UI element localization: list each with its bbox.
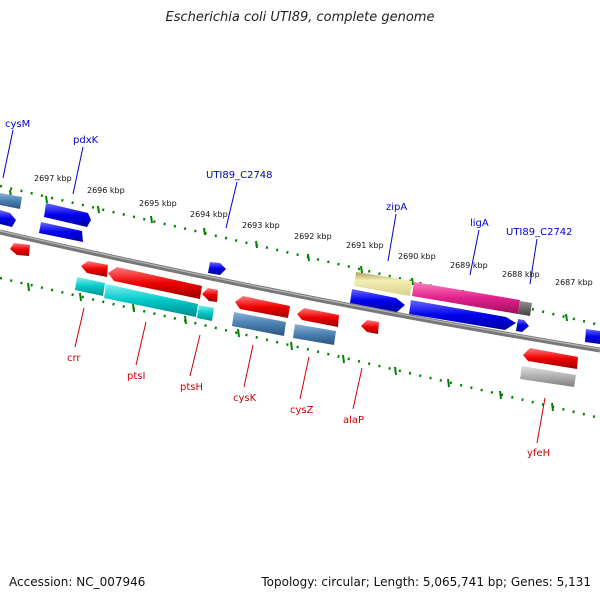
- cds-bar-zipA[interactable]: [354, 272, 412, 296]
- reverse-label-leaders: [74, 307, 546, 444]
- gene-label-pdxK[interactable]: pdxK: [73, 135, 99, 146]
- gene-arrow-ptsH[interactable]: [202, 288, 218, 302]
- scale-label: 2691 kbp: [346, 241, 384, 250]
- gene-label-zipA[interactable]: zipA: [386, 202, 407, 213]
- scale-label: 2693 kbp: [242, 221, 280, 230]
- scale-label: 2697 kbp: [34, 174, 72, 183]
- forward-gene-labels: cysM pdxK UTI89_C2748 zipA ligA UTI89_C2…: [5, 119, 573, 238]
- cds-bar-cysZ[interactable]: [293, 324, 336, 345]
- cds-bar-yfeH[interactable]: [520, 366, 576, 387]
- gene-arrow-alaP[interactable]: [361, 320, 379, 334]
- gene-label-yfeH[interactable]: yfeH: [527, 448, 550, 459]
- gene-arrow-cysK[interactable]: [235, 296, 290, 318]
- gene-arrow-crr[interactable]: [81, 261, 108, 277]
- scale-label: 2696 kbp: [87, 186, 125, 195]
- gene-arrow-ligA[interactable]: [409, 300, 516, 330]
- gene-label-cysZ[interactable]: cysZ: [290, 405, 314, 416]
- gene-arrow-ptsI[interactable]: [108, 267, 202, 299]
- scale-label: 2690 kbp: [398, 252, 436, 261]
- gene-arrow-cysZ[interactable]: [297, 308, 339, 327]
- gene-arrow-zipA[interactable]: [350, 289, 405, 312]
- gene-label-crr[interactable]: crr: [67, 353, 81, 364]
- gene-arrow-small-left[interactable]: [10, 243, 30, 256]
- gene-label-alaP[interactable]: alaP: [343, 415, 364, 426]
- gene-arrow-UTI89_C2748[interactable]: [208, 262, 226, 275]
- gene-label-UTI89_C2748[interactable]: UTI89_C2748: [206, 170, 273, 181]
- accession-text: Accession: NC_007946: [9, 575, 146, 589]
- scale-label: 2694 kbp: [190, 210, 228, 219]
- forward-label-leaders: [2, 129, 538, 285]
- gene-label-ptsH[interactable]: ptsH: [180, 382, 203, 393]
- cds-bar-UTI89_C2742[interactable]: [518, 301, 532, 316]
- cds-bar-ligA[interactable]: [412, 282, 520, 314]
- gene-arrow-UTI89_C2742[interactable]: [516, 319, 529, 332]
- gene-label-ptsI[interactable]: ptsI: [127, 371, 145, 382]
- gene-label-cysK[interactable]: cysK: [233, 393, 257, 404]
- genome-backbone: [0, 229, 600, 353]
- cds-bar-ptsI[interactable]: [104, 284, 198, 317]
- gene-arrow-pdxK[interactable]: [44, 203, 91, 227]
- scale-label: 2695 kbp: [139, 199, 177, 208]
- cds-bar-cysM[interactable]: [0, 193, 22, 209]
- scale-label: 2687 kbp: [555, 278, 593, 287]
- gene-arrow-yfeH[interactable]: [523, 348, 578, 369]
- scale-label: 2689 kbp: [450, 261, 488, 270]
- inner-major-ticks: [27, 282, 554, 412]
- gene-arrow-right-edge[interactable]: [585, 329, 600, 344]
- gene-label-ligA[interactable]: ligA: [470, 218, 489, 229]
- scale-labels: 2697 kbp 2696 kbp 2695 kbp 2694 kbp 2693…: [34, 174, 593, 287]
- cds-bar-crr[interactable]: [75, 277, 105, 296]
- cds-bar-cysK[interactable]: [232, 312, 286, 336]
- scale-label: 2688 kbp: [502, 270, 540, 279]
- reverse-gene-labels: crr ptsI ptsH cysK cysZ alaP yfeH: [67, 353, 550, 459]
- gene-label-UTI89_C2742[interactable]: UTI89_C2742: [506, 227, 573, 238]
- gene-label-cysM[interactable]: cysM: [5, 119, 30, 130]
- topology-text: Topology: circular; Length: 5,065,741 bp…: [261, 575, 591, 589]
- scale-label: 2692 kbp: [294, 232, 332, 241]
- map-title: Escherichia coli UTI89, complete genome: [165, 10, 435, 25]
- cds-bar-ptsH[interactable]: [197, 305, 214, 321]
- gene-arrow-cysM[interactable]: [0, 210, 16, 227]
- cds-bar-pdxK[interactable]: [39, 222, 83, 242]
